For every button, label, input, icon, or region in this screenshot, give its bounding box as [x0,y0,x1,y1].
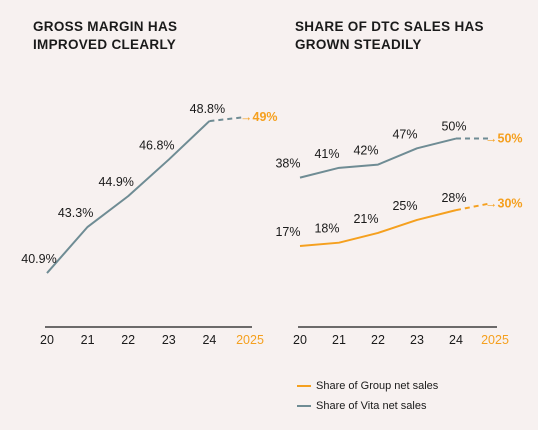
data-label: 38% [275,157,300,171]
data-label: 17% [275,225,300,239]
x-tick-label: 21 [332,333,346,347]
data-label: 25% [392,199,417,213]
series-line [299,137,457,179]
forecast-dashed-line [455,202,490,212]
data-label: 40.9% [21,252,56,266]
x-tick-label: 22 [371,333,385,347]
forecast-label: →50% [485,132,523,146]
x-tick-label: 22 [121,333,135,347]
x-tick-label: 23 [162,333,176,347]
forecast-label: →49% [240,110,278,124]
x-tick-label: 21 [81,333,95,347]
data-label: 41% [314,147,339,161]
chart-title-gross-margin: GROSS MARGIN HAS IMPROVED CLEARLY [33,19,178,52]
data-label: 44.9% [98,175,133,189]
series-line [299,209,457,247]
data-label: 47% [392,127,417,141]
forecast-label: →30% [485,197,523,211]
chart-title-dtc-share: SHARE OF DTC SALES HAS GROWN STEADILY [295,19,484,52]
data-label: 46.8% [139,139,174,153]
legend-label-vita: Share of Vita net sales [316,400,427,412]
x-tick-label: 24 [449,333,463,347]
x-tick-label: 2025 [236,333,264,347]
data-label: 21% [353,212,378,226]
data-label: 50% [441,120,466,134]
data-label: 48.8% [190,102,225,116]
x-tick-label: 20 [40,333,54,347]
x-tick-label: 23 [410,333,424,347]
data-label: 42% [353,144,378,158]
legend-item-vita: Share of Vita net sales [297,400,426,412]
data-label: 28% [441,191,466,205]
data-label: 43.3% [58,206,93,220]
legend-label-group: Share of Group net sales [316,380,439,392]
legend-item-group: Share of Group net sales [297,380,438,392]
series-line [46,120,211,274]
x-tick-label: 24 [202,333,216,347]
data-label: 18% [314,222,339,236]
x-tick-label: 20 [293,333,307,347]
legend-swatch-group [297,385,311,387]
x-tick-label: 2025 [481,333,509,347]
legend-swatch-vita [297,405,311,407]
forecast-dashed-line [209,116,245,123]
